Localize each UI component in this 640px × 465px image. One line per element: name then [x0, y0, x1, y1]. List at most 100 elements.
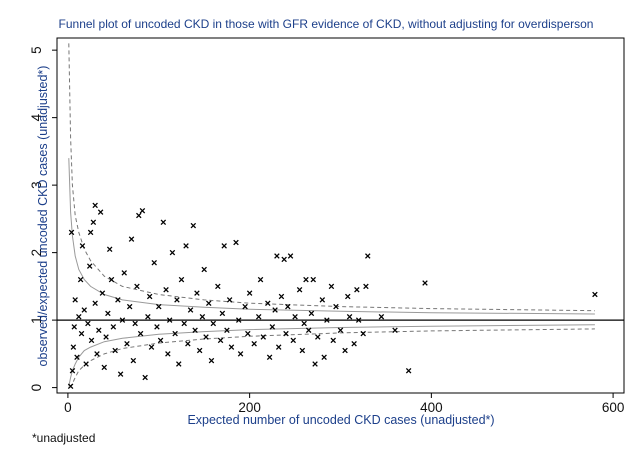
- data-point: [74, 354, 80, 360]
- data-point: [215, 283, 221, 290]
- data-point: [328, 283, 335, 290]
- data-point: [166, 317, 173, 323]
- data-point: [142, 374, 148, 381]
- control-limit-lines: [68, 43, 595, 388]
- data-point: [154, 324, 160, 330]
- data-point: [108, 276, 115, 283]
- data-point: [345, 293, 351, 300]
- data-point: [592, 291, 598, 298]
- limit-line-1-lower: [68, 324, 595, 387]
- data-point: [132, 320, 138, 327]
- data-point: [296, 286, 303, 293]
- data-point: [165, 351, 171, 357]
- data-point: [185, 340, 191, 347]
- data-point: [194, 290, 200, 296]
- data-point: [324, 317, 330, 323]
- data-point: [79, 243, 86, 249]
- data-point: [235, 317, 242, 323]
- data-point: [70, 344, 77, 350]
- data-point: [199, 313, 206, 320]
- data-point: [92, 202, 98, 209]
- data-point: [237, 351, 244, 357]
- data-point: [290, 337, 297, 344]
- data-point: [255, 313, 262, 320]
- data-point: [130, 357, 137, 364]
- data-point: [139, 208, 146, 214]
- data-point: [251, 340, 257, 347]
- data-point: [77, 276, 84, 283]
- data-point: [310, 276, 316, 283]
- y-tick-label: 5: [29, 46, 44, 54]
- data-point: [221, 243, 227, 249]
- data-point: [265, 300, 271, 306]
- data-point: [321, 354, 327, 360]
- data-point: [126, 303, 133, 310]
- data-point: [172, 330, 178, 337]
- data-point: [246, 290, 253, 296]
- data-point: [117, 371, 124, 377]
- data-point: [278, 293, 285, 300]
- data-point: [392, 327, 398, 333]
- limit-line-2-upper: [68, 43, 595, 312]
- chart-title: Funnel plot of uncoded CKD in those with…: [59, 17, 594, 31]
- data-point: [260, 334, 267, 340]
- data-point: [103, 334, 109, 340]
- y-tick-label: 1: [29, 316, 44, 324]
- y-tick-label: 4: [29, 113, 44, 121]
- data-point: [71, 324, 78, 330]
- data-point: [337, 327, 344, 333]
- y-tick-label: 2: [29, 249, 44, 257]
- data-point: [128, 236, 135, 242]
- x-tick-label: 0: [64, 400, 72, 415]
- data-point: [148, 344, 155, 350]
- data-point: [72, 297, 78, 303]
- data-point: [342, 347, 348, 354]
- data-point: [217, 337, 224, 344]
- data-point: [146, 293, 153, 300]
- data-point: [78, 330, 85, 337]
- data-point: [354, 286, 360, 293]
- data-point: [203, 334, 209, 340]
- data-point: [346, 313, 353, 320]
- data-point: [299, 347, 306, 354]
- data-point: [292, 313, 298, 320]
- data-point: [145, 313, 151, 320]
- data-point: [360, 330, 366, 337]
- data-point: [205, 300, 212, 306]
- data-point: [87, 229, 94, 236]
- data-point: [281, 256, 287, 263]
- data-points: [67, 202, 598, 390]
- data-point: [68, 229, 75, 236]
- data-point: [355, 317, 362, 323]
- y-tick-label: 0: [29, 384, 44, 392]
- data-point: [196, 347, 203, 354]
- data-point: [183, 243, 189, 249]
- data-point: [233, 239, 239, 246]
- data-point: [319, 297, 326, 303]
- footnote: *unadjusted: [32, 431, 95, 445]
- plot-area-frame: [56, 37, 625, 394]
- x-tick-label: 200: [238, 400, 261, 415]
- data-point: [269, 324, 276, 330]
- data-point: [378, 313, 385, 320]
- data-point: [69, 367, 76, 374]
- data-point: [315, 334, 321, 340]
- data-point: [422, 280, 428, 286]
- limit-line-1-upper: [68, 158, 595, 315]
- data-point: [226, 297, 233, 303]
- data-point: [201, 266, 207, 273]
- data-point: [76, 313, 82, 320]
- data-point: [274, 253, 280, 259]
- data-point: [178, 276, 185, 283]
- data-point: [67, 383, 74, 390]
- data-point: [308, 310, 315, 317]
- data-point: [219, 310, 226, 317]
- data-point: [333, 303, 339, 310]
- data-point: [224, 327, 230, 333]
- data-point: [112, 347, 118, 354]
- data-point: [181, 320, 187, 327]
- data-point: [136, 212, 142, 219]
- data-point: [330, 337, 336, 344]
- data-point: [192, 327, 198, 333]
